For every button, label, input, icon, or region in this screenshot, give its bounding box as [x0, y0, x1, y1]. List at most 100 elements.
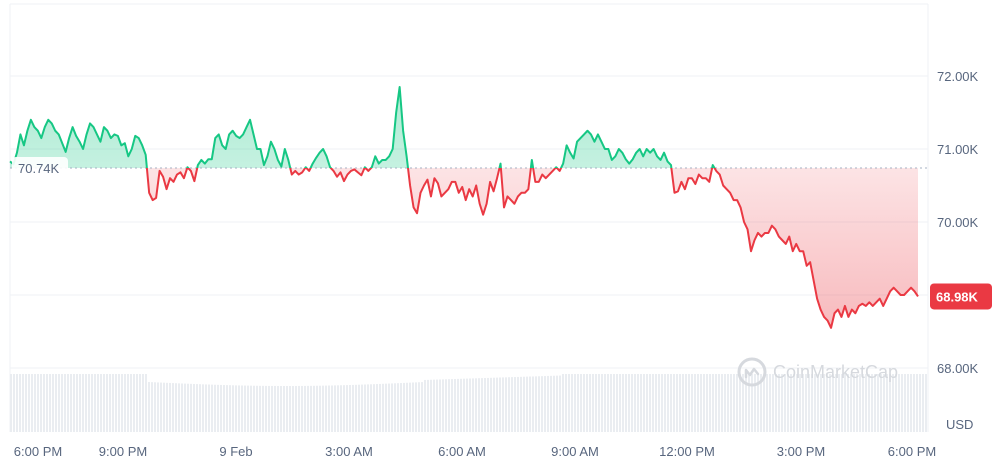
volume-bar	[691, 374, 693, 432]
volume-bar	[670, 374, 672, 432]
y-tick-label: 71.00K	[937, 142, 979, 157]
volume-bar	[298, 385, 300, 432]
volume-bar	[19, 374, 21, 432]
volume-bar	[436, 379, 438, 432]
volume-bar	[460, 378, 462, 432]
volume-bar	[70, 374, 72, 432]
volume-bar	[301, 385, 303, 432]
volume-bar	[484, 378, 486, 432]
volume-bar	[787, 374, 789, 432]
volume-bar	[412, 382, 414, 432]
volume-bar	[91, 374, 93, 432]
volume-bar	[106, 374, 108, 432]
volume-bar	[601, 374, 603, 432]
volume-bar	[445, 379, 447, 432]
volume-bar	[250, 385, 252, 432]
volume-bar	[49, 374, 51, 432]
volume-bar	[487, 377, 489, 432]
volume-bar	[136, 374, 138, 432]
volume-bar	[241, 385, 243, 432]
volume-bar	[166, 382, 168, 432]
volume-bar	[478, 378, 480, 432]
volume-bar	[619, 374, 621, 432]
volume-bar	[664, 374, 666, 432]
volume-bar	[322, 385, 324, 432]
volume-bar	[400, 383, 402, 432]
volume-bar	[784, 374, 786, 432]
volume-bar	[826, 374, 828, 432]
x-tick-label: 6:00 PM	[14, 444, 62, 459]
x-tick-label: 3:00 PM	[777, 444, 825, 459]
volume-bar	[871, 374, 873, 432]
volume-bar	[922, 374, 924, 432]
area-below-baseline	[10, 167, 918, 328]
volume-bar	[244, 385, 246, 432]
volume-bar	[364, 384, 366, 432]
volume-bar	[379, 383, 381, 432]
volume-bar	[133, 374, 135, 432]
volume-bar	[808, 374, 810, 432]
volume-bar	[25, 374, 27, 432]
coinmarketcap-watermark: CoinMarketCap	[737, 357, 898, 387]
volume-bar	[28, 374, 30, 432]
volume-bar	[448, 379, 450, 432]
volume-bar	[184, 383, 186, 432]
volume-bar	[718, 374, 720, 432]
volume-bar	[739, 374, 741, 432]
volume-bar	[721, 374, 723, 432]
volume-bar	[85, 374, 87, 432]
volume-bar	[646, 374, 648, 432]
volume-bar	[256, 385, 258, 432]
volume-bar	[631, 374, 633, 432]
volume-bar	[313, 385, 315, 432]
volume-bar	[916, 374, 918, 432]
volume-bar	[334, 385, 336, 432]
grid-lines	[9, 3, 929, 432]
volume-bar	[55, 374, 57, 432]
volume-bar	[853, 374, 855, 432]
volume-bar	[97, 374, 99, 432]
volume-bar	[514, 377, 516, 432]
volume-bar	[94, 374, 96, 432]
volume-bar	[223, 385, 225, 432]
volume-bar	[706, 374, 708, 432]
volume-bar	[262, 385, 264, 432]
series-line-down	[145, 167, 919, 329]
volume-bar	[355, 384, 357, 432]
volume-bar	[685, 374, 687, 432]
volume-bar	[205, 384, 207, 432]
volume-bar	[211, 384, 213, 432]
volume-bar	[406, 382, 408, 432]
volume-bar	[649, 374, 651, 432]
volume-bar	[862, 374, 864, 432]
volume-bar	[661, 374, 663, 432]
volume-bar	[43, 374, 45, 432]
volume-bar	[652, 374, 654, 432]
volume-bar	[118, 374, 120, 432]
volume-bar	[307, 385, 309, 432]
volume-bar	[79, 374, 81, 432]
volume-bar	[361, 384, 363, 432]
volume-bar	[466, 378, 468, 432]
currency-label: USD	[946, 417, 973, 432]
volume-bar	[895, 374, 897, 432]
volume-bar	[673, 374, 675, 432]
volume-bar	[679, 374, 681, 432]
volume-bar	[328, 385, 330, 432]
y-tick-label: 70.00K	[937, 215, 979, 230]
volume-bar	[421, 382, 423, 432]
volume-bar	[805, 374, 807, 432]
volume-bar	[709, 374, 711, 432]
volume-bar	[628, 374, 630, 432]
volume-bar	[268, 385, 270, 432]
volume-bar	[346, 385, 348, 432]
volume-bar	[337, 385, 339, 432]
volume-bar	[562, 374, 564, 432]
volume-bar	[592, 374, 594, 432]
volume-bar	[229, 385, 231, 432]
volume-bar	[103, 374, 105, 432]
volume-bar	[451, 379, 453, 432]
volume-bar	[160, 382, 162, 432]
volume-bar	[730, 374, 732, 432]
